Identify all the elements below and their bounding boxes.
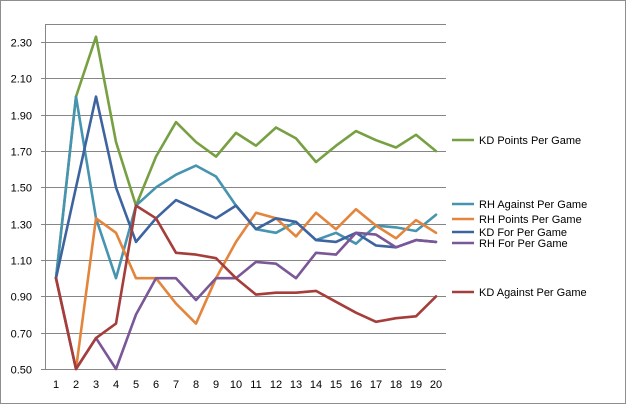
series-line-2 bbox=[54, 207, 438, 371]
x-tick-label: 18 bbox=[390, 379, 402, 391]
y-tick-label: 0.70 bbox=[11, 329, 32, 341]
legend-label: KD For Per Game bbox=[479, 227, 567, 239]
x-tick-label: 12 bbox=[270, 379, 282, 391]
x-tick-label: 11 bbox=[250, 379, 261, 391]
series-line-0 bbox=[54, 35, 438, 280]
x-tick-label: 13 bbox=[290, 379, 302, 391]
y-tick-label: 1.70 bbox=[11, 147, 32, 159]
x-tick-label: 17 bbox=[370, 379, 382, 391]
x-tick-label: 2 bbox=[73, 379, 79, 391]
y-tick-label: 0.50 bbox=[11, 365, 32, 377]
x-tick-label: 19 bbox=[410, 379, 422, 391]
series-line-4 bbox=[54, 231, 438, 371]
legend-label: KD Against Per Game bbox=[479, 287, 587, 299]
y-tick-label: 2.30 bbox=[11, 38, 32, 50]
x-tick-label: 10 bbox=[230, 379, 242, 391]
x-tick-label: 1 bbox=[53, 379, 59, 391]
legend-label: RH Points Per Game bbox=[479, 214, 582, 226]
legend-label: KD Points Per Game bbox=[479, 135, 581, 147]
y-tick-label: 1.10 bbox=[11, 256, 32, 268]
y-tick-label: 1.50 bbox=[11, 183, 32, 195]
x-tick-label: 16 bbox=[350, 379, 362, 391]
x-tick-label: 3 bbox=[93, 379, 99, 391]
y-tick-label: 1.90 bbox=[11, 111, 32, 123]
legend-label: RH Against Per Game bbox=[479, 199, 587, 211]
x-tick-label: 14 bbox=[310, 379, 322, 391]
x-tick-label: 4 bbox=[113, 379, 119, 391]
x-tick-label: 6 bbox=[153, 379, 159, 391]
x-tick-label: 8 bbox=[193, 379, 199, 391]
y-tick-label: 2.10 bbox=[11, 74, 32, 86]
x-tick-label: 7 bbox=[173, 379, 179, 391]
x-tick-label: 20 bbox=[430, 379, 442, 391]
legend-label: RH For Per Game bbox=[479, 238, 568, 250]
x-tick-label: 15 bbox=[330, 379, 342, 391]
y-tick-label: 0.90 bbox=[11, 292, 32, 304]
y-tick-label: 1.30 bbox=[11, 220, 32, 232]
x-tick-label: 5 bbox=[133, 379, 139, 391]
series-line-3 bbox=[54, 95, 438, 280]
series-line-5 bbox=[54, 204, 438, 371]
x-tick-label: 9 bbox=[213, 379, 219, 391]
